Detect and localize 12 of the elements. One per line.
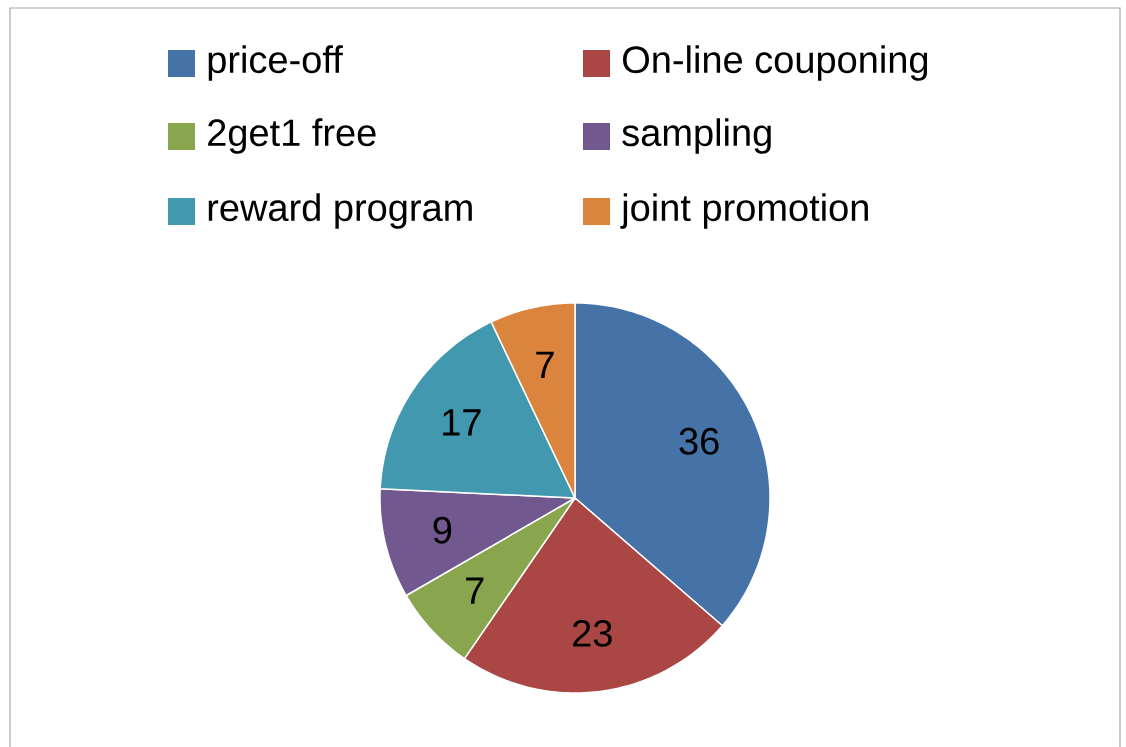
legend-label: price-off [208,45,343,81]
data-label: 36 [679,427,719,455]
data-label: 9 [433,516,452,544]
data-label: 7 [536,351,554,378]
legend-label: On-line couponing [623,45,928,81]
data-label: 17 [443,409,481,436]
legend-label: joint promotion [620,193,868,229]
legend-label: sampling [622,118,771,154]
legend-label: 2get1 free [208,118,376,154]
legend-label: reward program [208,193,472,229]
data-label: 23 [573,619,612,647]
data-label: 7 [466,577,484,604]
